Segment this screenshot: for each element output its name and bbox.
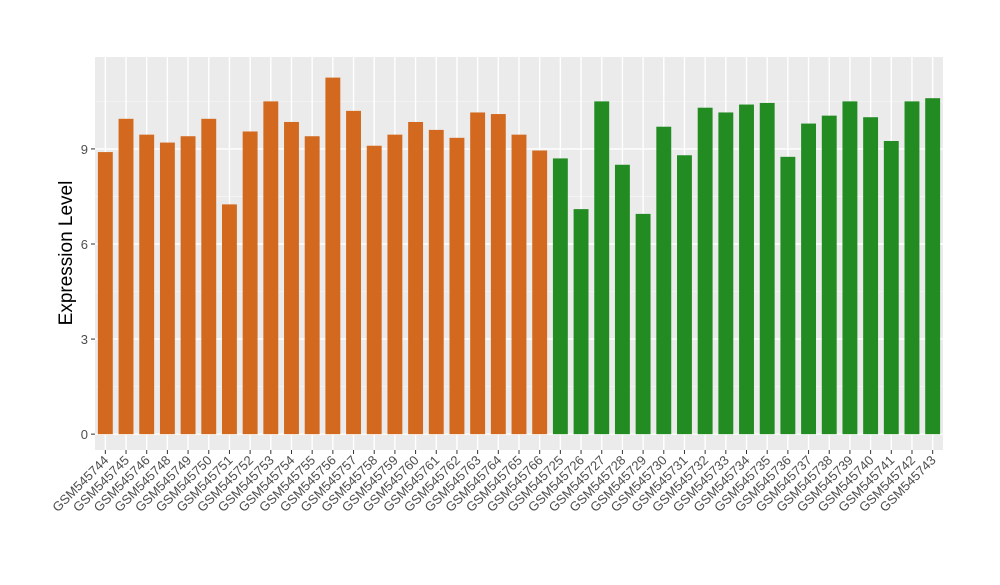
y-tick-label: 3 (81, 332, 88, 347)
y-tick-label: 0 (81, 427, 88, 442)
y-tick-label: 9 (81, 142, 88, 157)
bar-GSM545754 (284, 121, 299, 435)
bar-GSM545728 (614, 164, 630, 435)
bar-GSM545726 (573, 209, 589, 435)
bar-GSM545760 (408, 121, 424, 435)
bar-GSM545752 (242, 131, 258, 435)
bar-GSM545750 (201, 118, 217, 435)
bar-GSM545756 (325, 77, 341, 435)
bar-GSM545753 (263, 101, 279, 435)
bar-GSM545742 (904, 101, 920, 435)
bar-GSM545734 (739, 104, 754, 435)
bar-GSM545725 (552, 158, 568, 435)
bars (97, 77, 941, 435)
bar-GSM545737 (801, 123, 817, 435)
y-tick-label: 6 (81, 237, 88, 252)
bar-GSM545736 (780, 156, 796, 435)
bar-GSM545755 (304, 136, 320, 435)
bar-GSM545762 (449, 137, 465, 435)
bar-GSM545740 (863, 117, 879, 435)
bar-GSM545757 (346, 110, 361, 435)
bar-GSM545744 (97, 152, 113, 435)
bar-GSM545748 (159, 142, 175, 435)
bar-GSM545758 (366, 145, 382, 435)
bar-GSM545727 (594, 101, 610, 435)
bar-GSM545749 (180, 136, 196, 435)
bar-GSM545763 (470, 112, 486, 435)
bar-GSM545735 (759, 102, 775, 435)
bar-GSM545745 (118, 118, 134, 435)
bar-GSM545746 (139, 134, 155, 435)
y-axis-label: Expression Level (56, 181, 77, 326)
bar-GSM545741 (883, 140, 899, 435)
bar-GSM545766 (532, 150, 548, 435)
bar-GSM545739 (842, 101, 858, 435)
bar-GSM545765 (511, 134, 527, 435)
bar-GSM545751 (221, 204, 237, 435)
bar-GSM545730 (656, 126, 672, 435)
y-axis: 0 3 6 9 (81, 142, 95, 442)
bar-GSM545729 (635, 213, 651, 435)
bar-GSM545761 (428, 129, 444, 435)
bar-GSM545733 (718, 112, 734, 435)
bar-GSM545764 (490, 114, 506, 435)
bar-GSM545738 (821, 115, 837, 435)
bar-GSM545732 (697, 107, 713, 435)
bar-GSM545743 (925, 98, 941, 435)
x-axis: GSM545744GSM545745GSM545746GSM545748GSM5… (49, 450, 939, 515)
bar-GSM545759 (387, 134, 403, 435)
bar-GSM545731 (677, 155, 692, 435)
